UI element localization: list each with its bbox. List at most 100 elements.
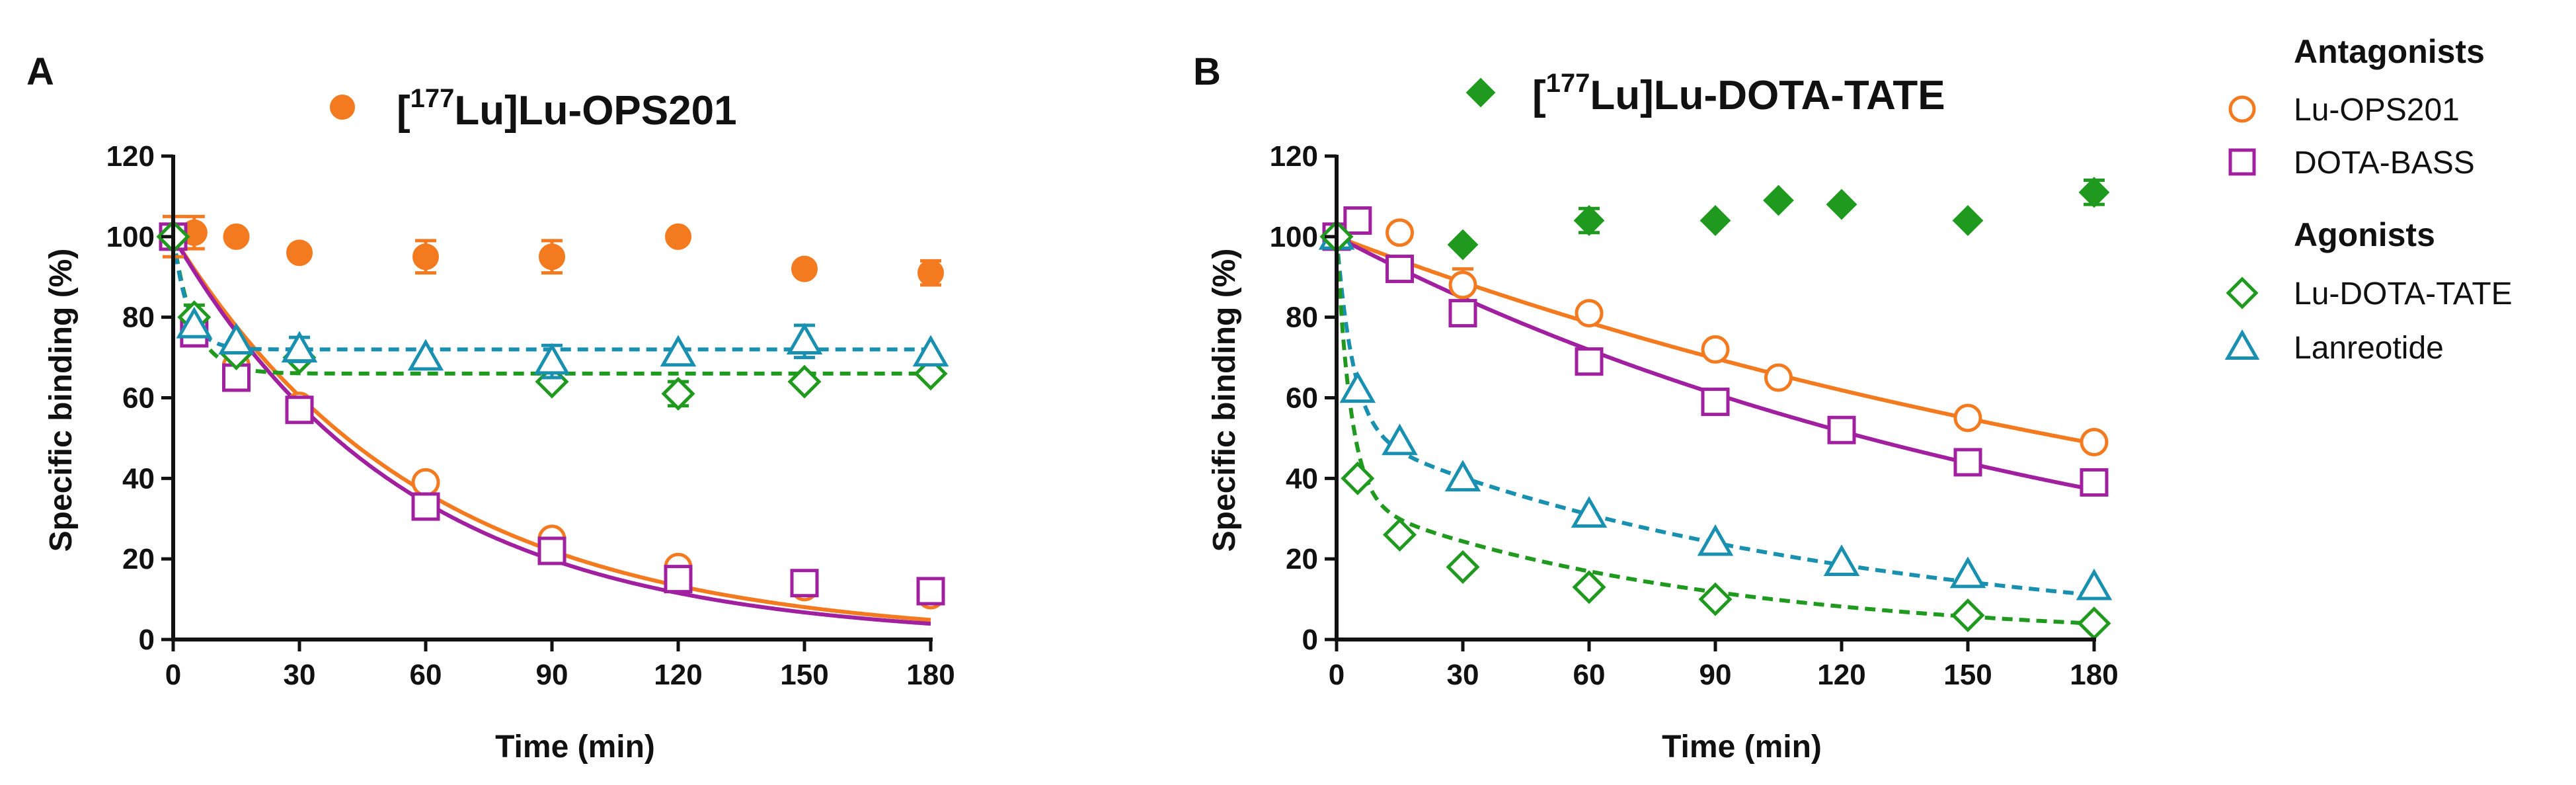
- panel-b-point-lu-dota-tate: [1572, 570, 1606, 604]
- panel-a-fit-line-dota-bass: [171, 235, 931, 626]
- panel-a: A [177Lu]Lu-OPS201 0 20 40 60 80 100 120 0 30 60 9…: [26, 50, 955, 764]
- legend-item-lu-ops201: Lu-OPS201: [2228, 93, 2460, 128]
- panel-a-x-tick-label: 0: [165, 659, 181, 691]
- legend-symbol-dota-bass: [2228, 148, 2256, 176]
- panel-a-point-lanreotide: [660, 335, 697, 367]
- panel-a-title-superscript: 177: [410, 84, 455, 113]
- legend-item-lanreotide: Lanreotide: [2224, 329, 2444, 366]
- legend-marker-circle-open: [2228, 95, 2256, 123]
- panel-b-point--177lu-lu-dota-tate: [1826, 188, 1857, 220]
- panel-b-x-tick-label: 0: [1329, 659, 1345, 691]
- panel-b-y-tick-label: 120: [1270, 140, 1318, 173]
- panel-b-title-superscript: 177: [1546, 69, 1590, 98]
- panel-b-point--177lu-lu-dota-tate: [1763, 185, 1794, 216]
- legend-item-lu-dota-tate: Lu-DOTA-TATE: [2226, 276, 2513, 311]
- panel-a-x-tick-label: 60: [410, 659, 442, 691]
- panel-b-point-lu-dota-tate: [1382, 518, 1417, 552]
- panel-b-x-tick-label: 180: [2070, 659, 2118, 691]
- panel-b-point-lanreotide: [2076, 568, 2113, 600]
- panel-a-x-tick-label: 90: [536, 659, 568, 691]
- panel-a-y-tick-label: 80: [122, 302, 155, 334]
- panel-a-point-lanreotide: [407, 339, 444, 371]
- panel-b-axes: 0 20 40 60 80 100 120 0 30 60 90 120 150 180: [1270, 140, 2119, 691]
- panel-b-title-marker: [1465, 77, 1496, 108]
- panel-b-point-lanreotide: [1823, 544, 1860, 577]
- panel-b-title-bracket: [: [1532, 73, 1546, 118]
- panel-b-title-rest: Lu]Lu-DOTA-TATE: [1590, 73, 1945, 118]
- panel-b-point-dota-bass: [1827, 415, 1856, 444]
- panel-b-point-lanreotide: [1382, 423, 1418, 456]
- panel-a-point-dota-bass: [411, 492, 440, 521]
- panel-a-point-lanreotide: [176, 306, 213, 339]
- panel-b-point-dota-bass: [1343, 206, 1372, 235]
- legend-symbol-lanreotide: [2224, 329, 2260, 360]
- legend-marker-diamond-open: [2226, 276, 2259, 310]
- panel-b-point-dota-bass: [1953, 448, 1982, 477]
- panel-b-point-lu-ops201: [1448, 270, 1477, 300]
- legend-label-lanreotide: Lanreotide: [2294, 331, 2444, 366]
- panel-a-point-dota-bass: [790, 569, 819, 598]
- panel-b-y-tick-label: 20: [1286, 543, 1318, 575]
- panel-a-point--177lu-lu-ops201: [286, 239, 313, 267]
- panel-a-point-dota-bass: [916, 577, 945, 606]
- panel-b-point-lu-ops201: [1575, 299, 1604, 328]
- panel-b-y-tick-label: 40: [1286, 462, 1318, 495]
- panel-a-point-dota-bass: [664, 565, 693, 594]
- panel-a-y-axis-label: Specific binding (%): [44, 249, 79, 552]
- legend-label-lu-dota-tate: Lu-DOTA-TATE: [2294, 276, 2513, 311]
- panel-b-point-lu-ops201: [2080, 428, 2109, 457]
- panel-a-title-marker-symbol: [330, 95, 355, 120]
- panel-a-point-lanreotide: [218, 323, 254, 354]
- panel-a-y-tick-label: 100: [106, 221, 155, 253]
- panel-b-point-lanreotide: [1949, 556, 1986, 589]
- panel-a-point--177lu-lu-ops201: [539, 243, 565, 270]
- panel-b-point-lanreotide: [1444, 460, 1481, 492]
- panel-b-point--177lu-lu-dota-tate: [1447, 229, 1479, 261]
- panel-b-letter: B: [1193, 50, 1221, 93]
- panel-a-x-axis-label: Time (min): [495, 729, 655, 764]
- legend: Antagonists Lu-OPS201 DOTA-BASS Agonists…: [2224, 33, 2513, 366]
- legend-item-dota-bass: DOTA-BASS: [2228, 145, 2475, 181]
- panel-b-x-tick-label: 60: [1573, 659, 1606, 691]
- panel-a-y-tick-label: 120: [106, 140, 155, 173]
- panel-a-y-tick-label: 40: [122, 462, 155, 495]
- panel-b-point-lanreotide: [1339, 371, 1376, 403]
- panel-b-point--177lu-lu-dota-tate: [1573, 205, 1605, 236]
- panel-b-y-axis-label: Specific binding (%): [1207, 249, 1242, 552]
- panel-a-title-rest: Lu]Lu-OPS201: [454, 88, 736, 134]
- panel-a-x-tick-label: 120: [654, 659, 702, 691]
- panel-a-y-tick-label: 20: [122, 543, 155, 575]
- panel-b-point-dota-bass: [1575, 347, 1604, 376]
- panel-b-title-marker-symbol: [1465, 77, 1496, 108]
- panel-b-point-lu-dota-tate: [2077, 606, 2111, 641]
- panel-a-point--177lu-lu-ops201: [917, 259, 944, 286]
- panel-a-point-lu-ops201: [411, 468, 440, 497]
- panel-b-y-tick-label: 100: [1270, 221, 1318, 253]
- legend-marker-square-open: [2228, 148, 2256, 176]
- legend-label-lu-ops201: Lu-OPS201: [2294, 93, 2460, 128]
- panel-b-x-tick-label: 150: [1943, 659, 1992, 691]
- panel-b-title: [177Lu]Lu-DOTA-TATE: [1532, 69, 1945, 118]
- panel-b-point-lu-dota-tate: [1341, 461, 1375, 495]
- panel-a-letter: A: [26, 50, 54, 93]
- panel-a-title-marker: [330, 95, 355, 120]
- panel-a-x-tick-label: 30: [284, 659, 316, 691]
- panel-b-point-lu-ops201: [1386, 218, 1414, 247]
- panel-b-point--177lu-lu-dota-tate: [2078, 177, 2110, 208]
- panel-b-point--177lu-lu-dota-tate: [1699, 205, 1731, 236]
- panel-b-point-lu-dota-tate: [1698, 582, 1733, 616]
- panel-a-y-tick-label: 60: [122, 382, 155, 415]
- panel-b-point-lu-ops201: [1953, 403, 1982, 433]
- panel-a-x-tick-label: 150: [780, 659, 828, 691]
- panel-b-point-dota-bass: [1701, 388, 1730, 417]
- panel-a-title-bracket: [: [397, 88, 410, 134]
- panel-a-x-tick-label: 180: [906, 659, 955, 691]
- panel-a-point-dota-bass: [285, 395, 314, 425]
- panel-a-point--177lu-lu-ops201: [412, 243, 439, 270]
- panel-b-point-dota-bass: [1448, 299, 1477, 328]
- panel-a-axes: 0 20 40 60 80 100 120 0 30 60 90 120 150 180: [106, 140, 955, 691]
- legend-symbol-lu-dota-tate: [2226, 276, 2259, 310]
- panel-b-point--177lu-lu-dota-tate: [1952, 205, 1984, 236]
- panel-b-x-tick-label: 30: [1447, 659, 1479, 691]
- panel-a-point-lanreotide: [533, 343, 570, 375]
